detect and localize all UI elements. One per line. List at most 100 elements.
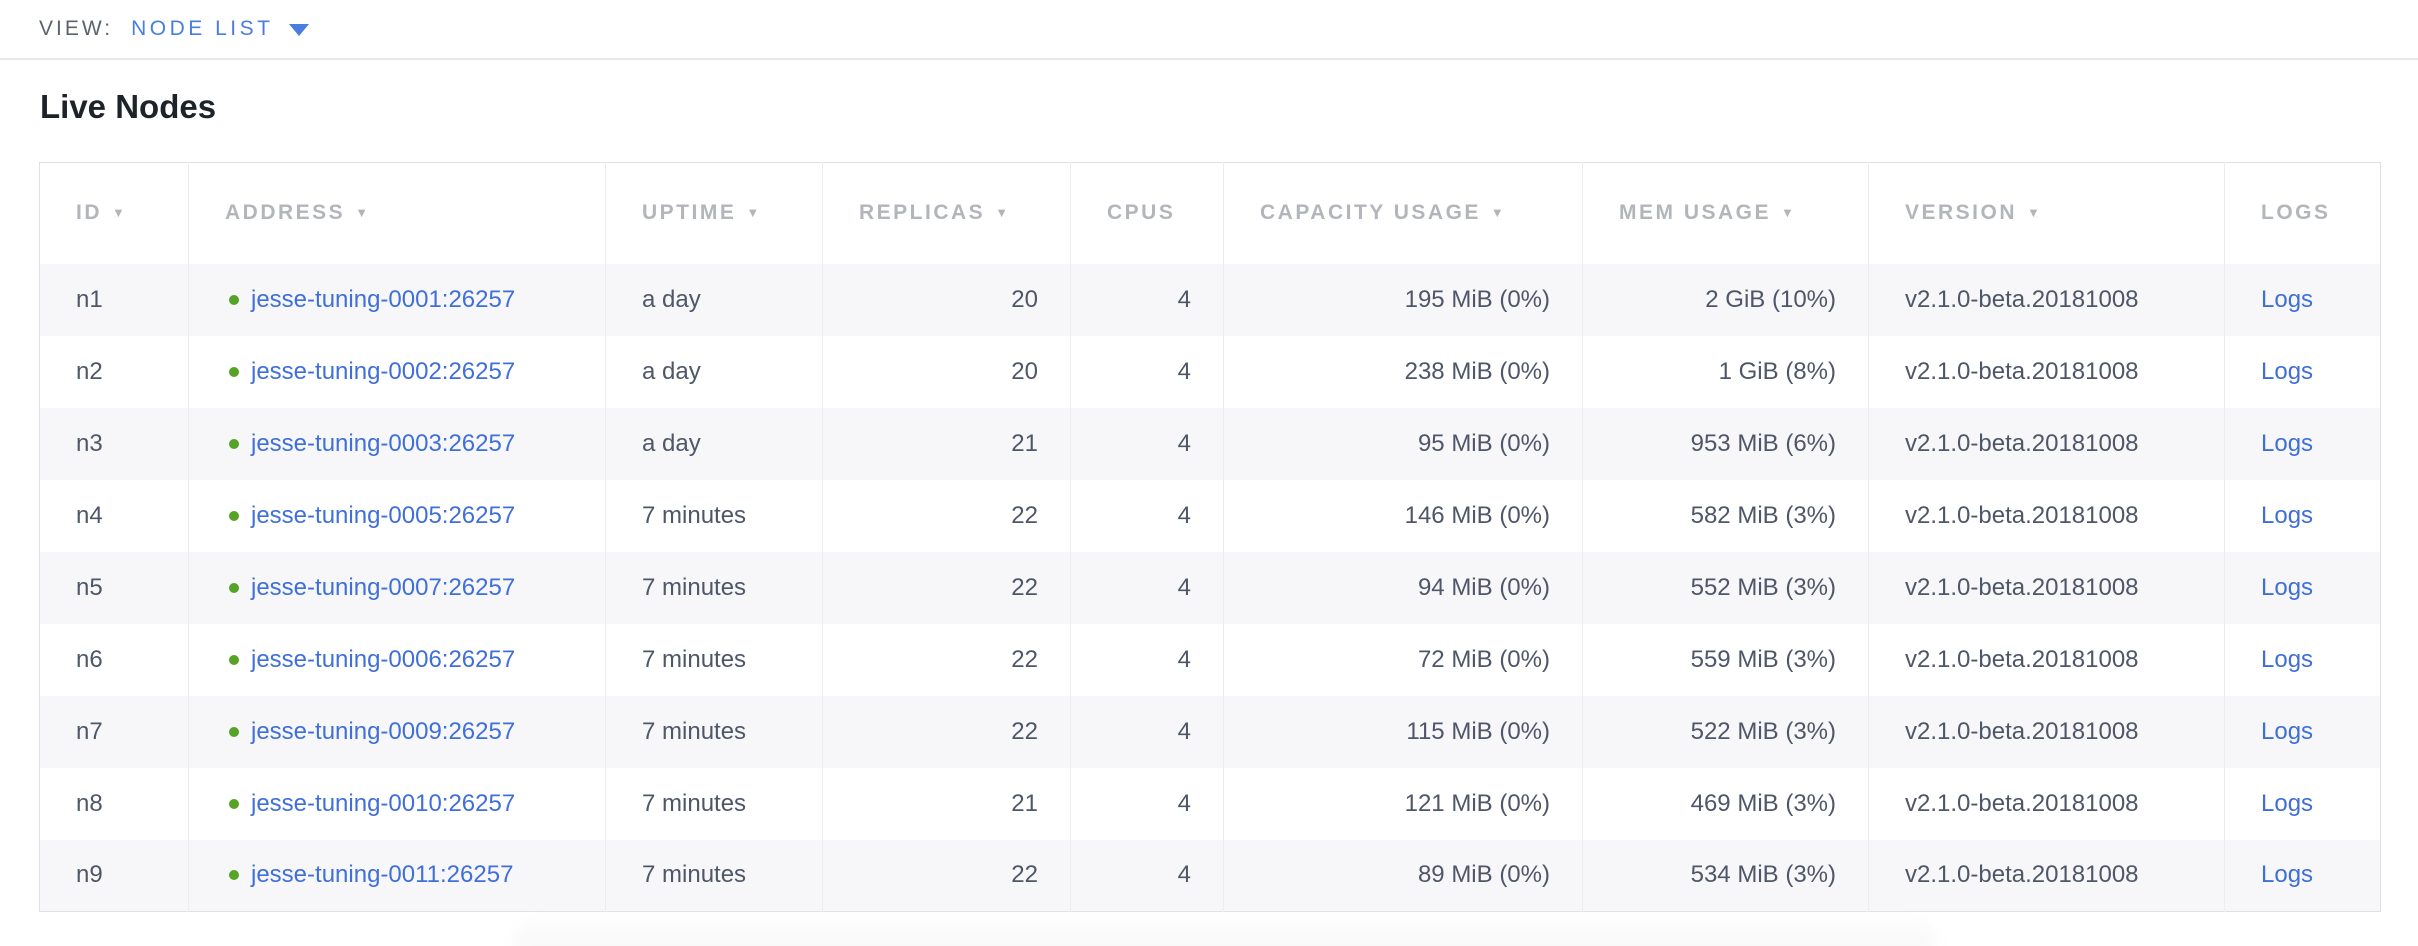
node-address-link[interactable]: jesse-tuning-0003:26257: [251, 429, 516, 457]
node-row-n7: n7 jesse-tuning-0009:26257 7 minutes 22 4 115…: [39, 695, 2381, 768]
sort-desc-icon: ▼: [112, 205, 128, 221]
live-status-icon: [229, 798, 239, 809]
cell-cpus: 4: [1070, 623, 1224, 696]
node-logs-link[interactable]: Logs: [2261, 861, 2314, 889]
node-logs-link[interactable]: Logs: [2261, 357, 2314, 385]
cell-replicas: 22: [822, 695, 1071, 768]
cell-uptime: 7 minutes: [605, 479, 823, 552]
cell-version: v2.1.0-beta.20181008: [1868, 839, 2225, 912]
live-status-icon: [229, 438, 239, 449]
cell-capacity: 72 MiB (0%): [1223, 623, 1583, 696]
live-status-icon: [229, 654, 239, 665]
cell-id: n2: [76, 357, 103, 385]
cell-mem: 1 GiB (8%): [1582, 335, 1869, 408]
cell-version: v2.1.0-beta.20181008: [1868, 695, 2225, 768]
cell-logs: Logs: [2224, 623, 2381, 696]
cell-capacity: 94 MiB (0%): [1223, 551, 1583, 624]
cell-cpus: 4: [1070, 839, 1224, 912]
column-header-replicas[interactable]: REPLICAS ▼: [822, 162, 1071, 264]
cell-capacity: 89 MiB (0%): [1223, 839, 1583, 912]
node-logs-link[interactable]: Logs: [2261, 501, 2314, 529]
cell-cpus: 4: [1070, 407, 1224, 480]
cell-cpus: 4: [1070, 263, 1224, 336]
sort-desc-icon: ▼: [355, 205, 371, 221]
column-header-capacity[interactable]: CAPACITY USAGE ▼: [1223, 162, 1583, 264]
sort-desc-icon: ▼: [995, 205, 1011, 221]
node-address-link[interactable]: jesse-tuning-0002:26257: [251, 357, 516, 385]
view-selected-value: NODE LIST: [131, 17, 274, 40]
cell-uptime: 7 minutes: [605, 839, 823, 912]
cell-uptime: a day: [605, 263, 823, 336]
node-logs-link[interactable]: Logs: [2261, 429, 2314, 457]
column-header-version[interactable]: VERSION ▼: [1868, 162, 2225, 264]
cell-cpus: 4: [1070, 695, 1224, 768]
cell-replicas: 22: [822, 479, 1071, 552]
column-header-cpus: CPUS: [1070, 162, 1224, 264]
cell-mem: 522 MiB (3%): [1582, 695, 1869, 768]
table-body: n1 jesse-tuning-0001:26257 a day 20 4 195 MiB…: [39, 263, 2381, 912]
cell-id: n8: [76, 789, 103, 817]
cell-cpus: 4: [1070, 479, 1224, 552]
cell-capacity: 238 MiB (0%): [1223, 335, 1583, 408]
node-address-link[interactable]: jesse-tuning-0009:26257: [251, 717, 516, 745]
node-row-n5: n5 jesse-tuning-0007:26257 7 minutes 22 4 94 …: [39, 551, 2381, 624]
sort-desc-icon: ▼: [1781, 205, 1797, 221]
node-logs-link[interactable]: Logs: [2261, 573, 2314, 601]
cell-uptime: 7 minutes: [605, 695, 823, 768]
cell-replicas: 21: [822, 767, 1071, 840]
page-title: Live Nodes: [40, 88, 217, 125]
node-address-link[interactable]: jesse-tuning-0011:26257: [251, 861, 514, 889]
node-address-link[interactable]: jesse-tuning-0007:26257: [251, 573, 516, 601]
cell-address: jesse-tuning-0007:26257: [188, 551, 606, 624]
cell-replicas: 21: [822, 407, 1071, 480]
node-address-link[interactable]: jesse-tuning-0006:26257: [251, 645, 516, 673]
column-header-mem[interactable]: MEM USAGE ▼: [1582, 162, 1869, 264]
cell-logs: Logs: [2224, 407, 2381, 480]
cell-replicas: 20: [822, 335, 1071, 408]
view-selector[interactable]: NODE LIST: [131, 17, 310, 41]
cell-capacity: 146 MiB (0%): [1223, 479, 1583, 552]
sort-desc-icon: ▼: [746, 205, 762, 221]
cell-version: v2.1.0-beta.20181008: [1868, 263, 2225, 336]
node-logs-link[interactable]: Logs: [2261, 645, 2314, 673]
bottom-shadow: [515, 920, 1935, 946]
cell-mem: 559 MiB (3%): [1582, 623, 1869, 696]
cell-version: v2.1.0-beta.20181008: [1868, 479, 2225, 552]
column-label: CAPACITY USAGE: [1260, 201, 1481, 225]
node-address-link[interactable]: jesse-tuning-0010:26257: [251, 789, 516, 817]
cell-replicas: 22: [822, 839, 1071, 912]
node-logs-link[interactable]: Logs: [2261, 789, 2314, 817]
cell-replicas: 22: [822, 623, 1071, 696]
column-header-uptime[interactable]: UPTIME ▼: [605, 162, 823, 264]
cell-id: n7: [76, 717, 103, 745]
column-header-id[interactable]: ID ▼: [39, 162, 189, 264]
column-label: ADDRESS: [225, 201, 346, 225]
node-address-link[interactable]: jesse-tuning-0001:26257: [251, 285, 516, 313]
live-status-icon: [229, 366, 239, 377]
cell-logs: Logs: [2224, 695, 2381, 768]
node-logs-link[interactable]: Logs: [2261, 717, 2314, 745]
node-logs-link[interactable]: Logs: [2261, 285, 2314, 313]
cell-mem: 469 MiB (3%): [1582, 767, 1869, 840]
cell-id: n4: [76, 501, 103, 529]
column-label: REPLICAS: [859, 201, 986, 225]
view-label: VIEW:: [39, 17, 114, 40]
column-header-address[interactable]: ADDRESS ▼: [188, 162, 606, 264]
node-address-link[interactable]: jesse-tuning-0005:26257: [251, 501, 516, 529]
node-row-n2: n2 jesse-tuning-0002:26257 a day 20 4 238 MiB…: [40, 335, 2381, 408]
cell-id: n6: [76, 645, 103, 673]
sort-desc-icon: ▼: [1490, 205, 1507, 221]
cell-address: jesse-tuning-0009:26257: [188, 695, 606, 768]
view-bar: VIEW: NODE LIST: [0, 0, 2418, 60]
cell-uptime: a day: [605, 407, 823, 480]
cell-logs: Logs: [2224, 839, 2381, 912]
node-row-n9: n9 jesse-tuning-0011:26257 7 minutes 22 4 89 …: [39, 839, 2381, 912]
cell-logs: Logs: [2224, 479, 2381, 552]
cell-replicas: 20: [822, 263, 1071, 336]
cell-uptime: 7 minutes: [605, 623, 823, 696]
cell-mem: 582 MiB (3%): [1582, 479, 1869, 552]
cell-logs: Logs: [2224, 263, 2381, 336]
cell-mem: 552 MiB (3%): [1582, 551, 1869, 624]
cell-uptime: 7 minutes: [605, 767, 823, 840]
column-label: LOGS: [2261, 201, 2331, 225]
